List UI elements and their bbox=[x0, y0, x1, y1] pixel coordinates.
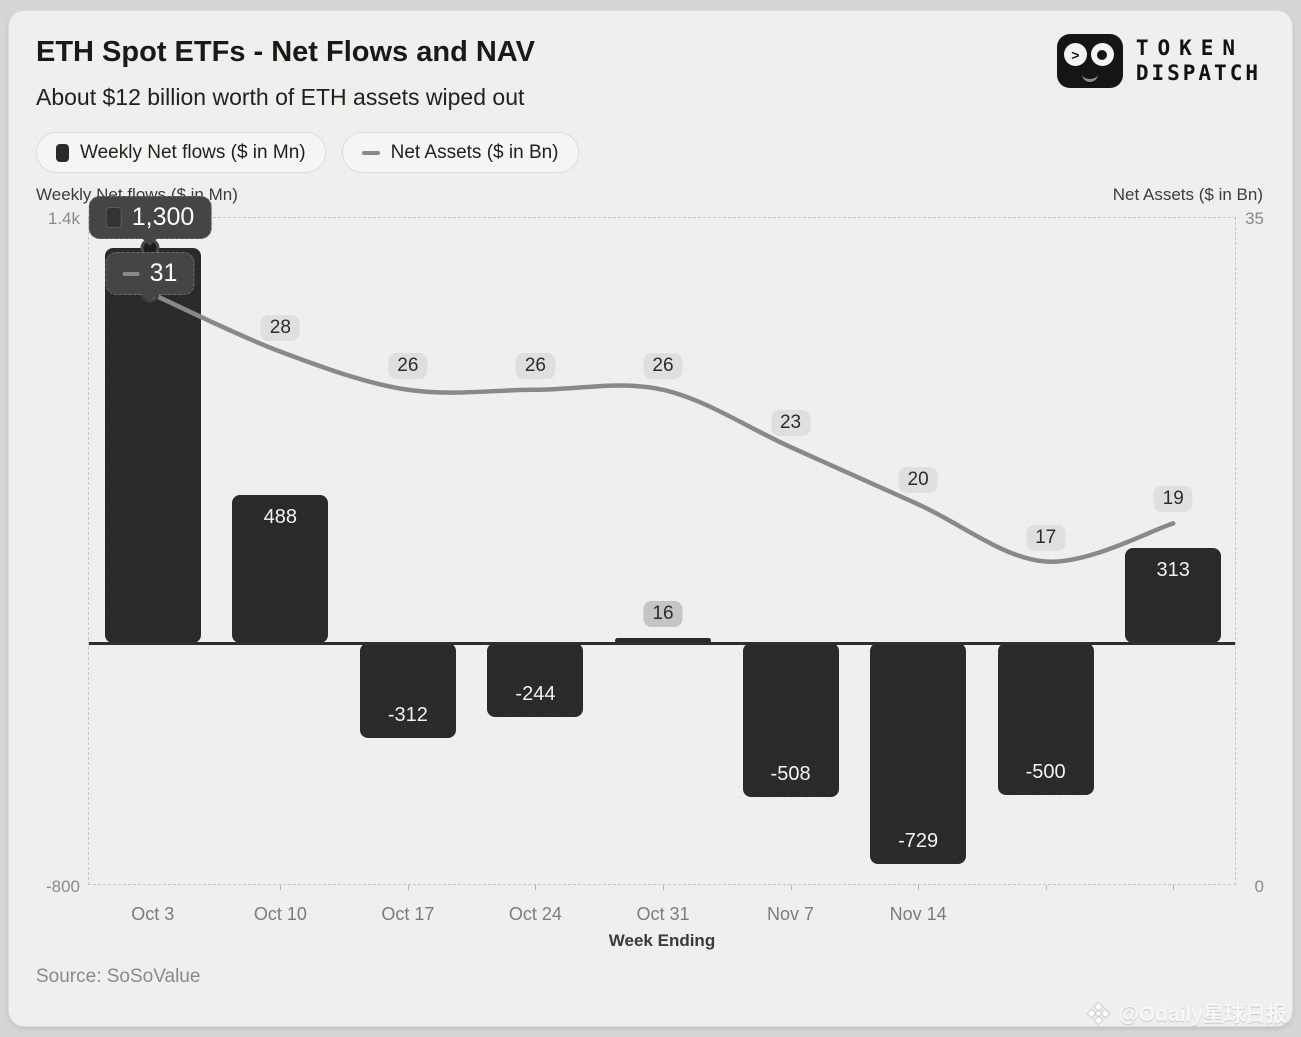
bar[interactable]: -729 bbox=[870, 643, 967, 865]
page-title: ETH Spot ETFs - Net Flows and NAV bbox=[36, 36, 535, 68]
line-value-badge: 19 bbox=[1153, 486, 1193, 513]
bar-value-label: 488 bbox=[263, 505, 298, 528]
x-axis-label: Oct 31 bbox=[636, 904, 690, 924]
tooltip-bar: 1,300 bbox=[88, 196, 212, 239]
source-note: Source: SoSoValue bbox=[36, 966, 201, 987]
x-axis-title: Week Ending bbox=[608, 931, 716, 950]
bar[interactable] bbox=[615, 638, 711, 644]
left-axis-min-tick: -800 bbox=[45, 877, 80, 896]
bar-value-badge: 16 bbox=[643, 601, 683, 628]
bar[interactable]: -500 bbox=[997, 643, 1094, 795]
bar-swatch-icon bbox=[56, 143, 69, 162]
x-tick bbox=[790, 885, 792, 890]
tooltip-line-value: 31 bbox=[149, 259, 178, 287]
line-value-badge: 28 bbox=[260, 314, 300, 341]
legend-item-net-flows[interactable]: Weekly Net flows ($ in Mn) bbox=[36, 132, 326, 173]
bar[interactable]: -244 bbox=[487, 643, 584, 718]
x-tick bbox=[1173, 885, 1175, 890]
page-subtitle: About $12 billion worth of ETH assets wi… bbox=[36, 84, 525, 110]
logo-word-token: TOKEN bbox=[1135, 35, 1245, 60]
legend-label: Net Assets ($ in Bn) bbox=[390, 141, 559, 163]
bar-swatch-icon bbox=[105, 207, 122, 228]
x-axis-label: Oct 3 bbox=[131, 904, 175, 924]
wink-eye-icon: > bbox=[1063, 43, 1087, 66]
bar-value-label: -508 bbox=[770, 763, 811, 786]
right-axis-min-tick: 0 bbox=[1254, 877, 1264, 896]
bar-value-label: -729 bbox=[898, 830, 939, 853]
x-tick bbox=[407, 885, 409, 890]
x-axis-label: Nov 14 bbox=[889, 904, 947, 924]
token-dispatch-logo: > TOKEN DISPATCH bbox=[1056, 34, 1261, 88]
bar-value-label: -312 bbox=[387, 703, 428, 726]
line-value-badge: 20 bbox=[898, 467, 938, 494]
token-dispatch-mascot-icon: > bbox=[1056, 34, 1123, 88]
x-tick bbox=[280, 885, 282, 890]
zero-line bbox=[89, 641, 1235, 645]
bar[interactable]: 313 bbox=[1125, 548, 1222, 644]
logo-word-dispatch: DISPATCH bbox=[1135, 61, 1261, 85]
line-swatch-icon bbox=[361, 150, 380, 155]
bar[interactable]: -312 bbox=[359, 643, 456, 738]
x-axis-label: Oct 17 bbox=[381, 904, 435, 924]
right-axis-max-tick: 35 bbox=[1245, 209, 1264, 228]
chart-card bbox=[8, 10, 1293, 1027]
tooltip-bar-value: 1,300 bbox=[131, 203, 195, 231]
x-tick bbox=[535, 885, 537, 890]
x-axis-label: Oct 24 bbox=[508, 904, 562, 924]
line-value-badge: 26 bbox=[388, 352, 428, 379]
watermark-text: @Odaily星球日报 bbox=[1118, 1003, 1287, 1026]
legend-item-net-assets[interactable]: Net Assets ($ in Bn) bbox=[341, 132, 579, 173]
right-axis-title: Net Assets ($ in Bn) bbox=[1112, 185, 1263, 204]
bar[interactable] bbox=[104, 248, 201, 644]
line-value-badge: 17 bbox=[1026, 524, 1066, 551]
watermark: @Odaily星球日报 bbox=[1086, 998, 1287, 1028]
bar-value-label: -500 bbox=[1025, 760, 1066, 783]
bar[interactable]: -508 bbox=[742, 643, 839, 798]
odaily-diamond-icon bbox=[1086, 1001, 1111, 1025]
smile-icon bbox=[1081, 70, 1098, 82]
bar[interactable]: 488 bbox=[232, 494, 329, 644]
x-tick bbox=[663, 885, 664, 890]
line-swatch-icon bbox=[122, 271, 140, 276]
line-value-badge: 26 bbox=[643, 352, 683, 379]
plot-area: 488 -312 -244 16 -508 -729 -500 313 28 26 26 26 23 20… bbox=[88, 217, 1237, 924]
legend-label: Weekly Net flows ($ in Mn) bbox=[80, 141, 306, 163]
left-axis-max-tick: 1.4k bbox=[47, 209, 80, 228]
net-assets-line[interactable] bbox=[89, 218, 1237, 886]
tooltip-line: 31 bbox=[105, 252, 195, 295]
line-value-badge: 26 bbox=[515, 352, 556, 379]
x-axis-label: Nov 7 bbox=[767, 904, 815, 924]
legend: Weekly Net flows ($ in Mn) Net Assets ($… bbox=[36, 132, 579, 173]
x-tick bbox=[1045, 885, 1047, 890]
x-tick bbox=[918, 885, 920, 890]
bar-value-label: -244 bbox=[515, 683, 556, 706]
x-axis-label: Oct 10 bbox=[253, 904, 307, 924]
bar-value-label: 313 bbox=[1156, 559, 1190, 582]
line-value-badge: 23 bbox=[770, 410, 811, 437]
eye-icon bbox=[1090, 43, 1114, 66]
